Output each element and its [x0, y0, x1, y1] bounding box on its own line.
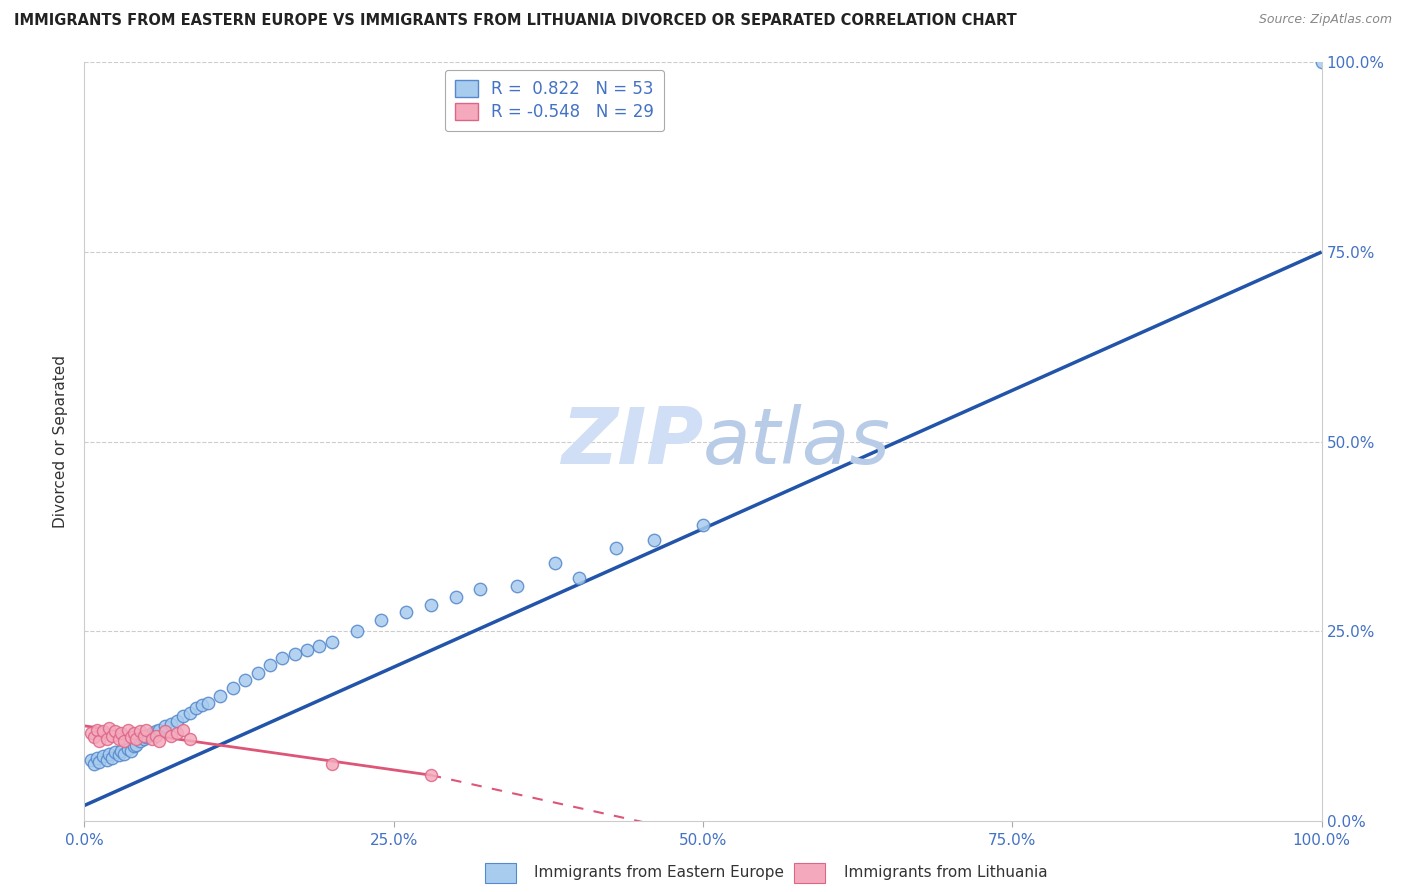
- Point: [120, 744, 142, 758]
- Point: [83, 730, 105, 744]
- Text: Immigrants from Lithuania: Immigrants from Lithuania: [844, 865, 1047, 880]
- Point: [112, 734, 135, 748]
- Point: [419, 598, 441, 612]
- Point: [246, 665, 269, 680]
- Point: [100, 750, 122, 764]
- Point: [86, 723, 108, 737]
- Legend: R =  0.822   N = 53, R = -0.548   N = 29: R = 0.822 N = 53, R = -0.548 N = 29: [444, 70, 664, 131]
- Point: [148, 734, 170, 748]
- Point: [98, 721, 121, 735]
- Point: [89, 734, 111, 748]
- Point: [166, 726, 188, 740]
- Point: [104, 724, 127, 739]
- Point: [160, 716, 183, 731]
- Point: [153, 719, 176, 733]
- Point: [129, 734, 152, 748]
- Y-axis label: Divorced or Separated: Divorced or Separated: [53, 355, 69, 528]
- Point: [132, 731, 155, 746]
- Point: [141, 731, 163, 746]
- Point: [120, 730, 142, 744]
- Point: [145, 729, 167, 743]
- Point: [104, 746, 127, 760]
- Point: [568, 571, 591, 585]
- Point: [100, 729, 122, 743]
- Point: [166, 714, 188, 728]
- Point: [160, 729, 183, 743]
- Point: [79, 753, 101, 767]
- Point: [86, 751, 108, 765]
- Text: Source: ZipAtlas.com: Source: ZipAtlas.com: [1258, 13, 1392, 27]
- Point: [110, 744, 132, 758]
- Point: [370, 613, 392, 627]
- Point: [108, 747, 131, 762]
- Point: [117, 723, 139, 737]
- Point: [259, 658, 281, 673]
- Point: [1310, 55, 1333, 70]
- Point: [308, 639, 330, 653]
- Point: [209, 689, 232, 703]
- Point: [346, 624, 368, 639]
- Point: [129, 724, 152, 739]
- Point: [191, 698, 214, 713]
- Point: [79, 726, 101, 740]
- Point: [122, 726, 145, 740]
- Text: Immigrants from Eastern Europe: Immigrants from Eastern Europe: [534, 865, 785, 880]
- Point: [444, 590, 467, 604]
- Point: [89, 755, 111, 769]
- Point: [91, 749, 114, 764]
- Point: [110, 726, 132, 740]
- Point: [122, 739, 145, 754]
- Point: [172, 723, 194, 737]
- Point: [96, 753, 118, 767]
- Point: [117, 741, 139, 756]
- Point: [108, 731, 131, 746]
- Point: [132, 729, 155, 743]
- Point: [153, 724, 176, 739]
- Point: [197, 696, 219, 710]
- Point: [395, 605, 418, 619]
- Text: ZIP: ZIP: [561, 403, 703, 480]
- Point: [271, 650, 294, 665]
- Point: [233, 673, 256, 688]
- Text: atlas: atlas: [703, 403, 891, 480]
- Point: [470, 582, 492, 597]
- Point: [125, 731, 148, 746]
- Point: [179, 731, 201, 746]
- Point: [506, 579, 529, 593]
- Point: [543, 556, 565, 570]
- Point: [184, 701, 207, 715]
- Point: [321, 756, 343, 771]
- Point: [179, 706, 201, 720]
- Point: [295, 643, 318, 657]
- Point: [96, 731, 118, 746]
- Point: [145, 724, 167, 739]
- Point: [172, 709, 194, 723]
- Point: [135, 730, 157, 744]
- Point: [112, 747, 135, 761]
- Point: [605, 541, 627, 555]
- Point: [91, 724, 114, 739]
- Point: [83, 756, 105, 771]
- Text: IMMIGRANTS FROM EASTERN EUROPE VS IMMIGRANTS FROM LITHUANIA DIVORCED OR SEPARATE: IMMIGRANTS FROM EASTERN EUROPE VS IMMIGR…: [14, 13, 1017, 29]
- Point: [222, 681, 245, 695]
- Point: [692, 517, 714, 532]
- Point: [98, 747, 121, 761]
- Point: [148, 723, 170, 737]
- Point: [284, 647, 307, 661]
- Point: [321, 635, 343, 649]
- Point: [141, 726, 163, 740]
- Point: [643, 533, 665, 548]
- Point: [135, 723, 157, 737]
- Point: [419, 768, 441, 782]
- Point: [125, 738, 148, 752]
